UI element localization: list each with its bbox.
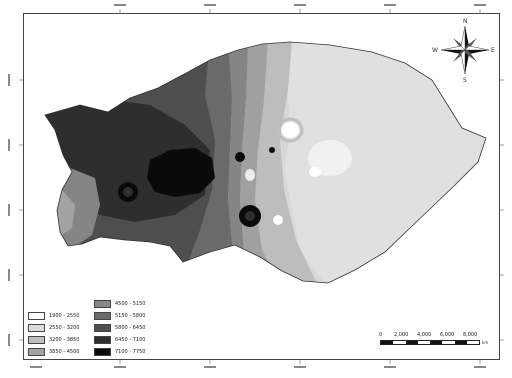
legend-item: 7100 - 7750: [94, 348, 145, 356]
frame-tick-labels: [8, 4, 486, 368]
legend-label: 6450 - 7100: [115, 337, 146, 343]
legend-item: 5150 - 5800: [94, 312, 145, 320]
legend-label: 5150 - 5800: [115, 313, 146, 319]
scale-tick-label: 0: [379, 332, 383, 338]
legend-swatch: [94, 324, 111, 332]
legend-item: 2550 - 3200: [28, 324, 79, 332]
legend-swatch: [28, 324, 45, 332]
scale-bar: 0 2,000 4,000 6,000 8,000 km: [379, 332, 490, 356]
compass-w-label: W: [432, 47, 438, 54]
legend-swatch: [94, 300, 111, 308]
scale-tick-label: 4,000: [417, 332, 432, 338]
legend-label: 7100 - 7750: [115, 349, 146, 355]
map-legend: 1900 - 2550 2550 - 3200 3200 - 3850 3850…: [28, 294, 178, 359]
legend-item: 6450 - 7100: [94, 336, 145, 344]
legend-swatch: [28, 312, 45, 320]
legend-swatch: [28, 336, 45, 344]
compass-e-label: E: [491, 47, 495, 54]
legend-label: 4500 - 5150: [115, 301, 146, 307]
legend-swatch: [28, 348, 45, 356]
compass-rose-icon: [440, 25, 490, 75]
legend-label: 3850 - 4500: [49, 349, 80, 355]
legend-label: 3200 - 3850: [49, 337, 80, 343]
scale-tick-label: 8,000: [463, 332, 478, 338]
compass-n-label: N: [463, 18, 468, 25]
legend-item: 5800 - 6450: [94, 324, 145, 332]
legend-item: 1900 - 2550: [28, 312, 79, 320]
scale-tick-label: 6,000: [440, 332, 455, 338]
legend-item: 3850 - 4500: [28, 348, 79, 356]
scale-bar-graphic: [380, 340, 480, 345]
legend-label: 5800 - 6450: [115, 325, 146, 331]
legend-item: 3200 - 3850: [28, 336, 79, 344]
region-boundary: [44, 41, 487, 284]
scale-tick-label: 2,000: [394, 332, 409, 338]
legend-swatch: [94, 336, 111, 344]
compass-s-label: S: [463, 77, 467, 84]
legend-label: 1900 - 2550: [49, 313, 80, 319]
contour-zones: [45, 42, 486, 283]
scale-unit-label: km: [482, 340, 489, 345]
legend-item: 4500 - 5150: [94, 300, 145, 308]
legend-label: 2550 - 3200: [49, 325, 80, 331]
frame-ticks-top: [19, 9, 504, 364]
legend-swatch: [94, 348, 111, 356]
legend-swatch: [94, 312, 111, 320]
